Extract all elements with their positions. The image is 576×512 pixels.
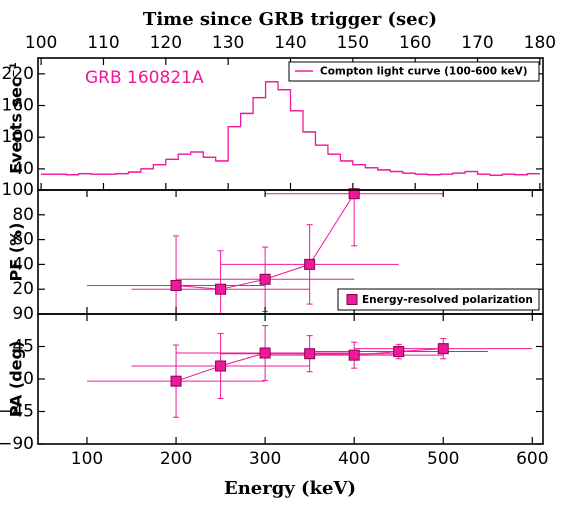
x-tick-label: 200 — [160, 449, 192, 469]
top-tick-label: 140 — [274, 33, 306, 53]
y-tick-label: −90 — [0, 434, 34, 454]
top-tick-label: 100 — [25, 33, 57, 53]
legend-box — [337, 288, 540, 311]
y-tick-label: 80 — [12, 205, 34, 225]
marker — [348, 188, 360, 200]
y-tick-label: 160 — [2, 96, 34, 116]
panel — [86, 325, 533, 418]
marker — [170, 279, 182, 291]
legend-label: Compton light curve (100-600 keV) — [320, 66, 528, 78]
marker — [215, 360, 227, 372]
y-axis-label: Events sec⁻¹ — [7, 62, 26, 174]
top-tick-label: 150 — [337, 33, 369, 53]
y-tick-label: 0 — [23, 369, 34, 389]
marker — [393, 346, 405, 358]
y-tick-label: 40 — [12, 254, 34, 274]
y-tick-label: 100 — [2, 180, 34, 200]
marker — [437, 343, 449, 355]
top-tick-label: 160 — [399, 33, 431, 53]
top-tick-label: 130 — [212, 33, 244, 53]
y-tick-label: 90 — [12, 304, 34, 324]
marker — [348, 349, 360, 361]
top-tick-label: 110 — [87, 33, 119, 53]
y-tick-label: 40 — [12, 159, 34, 179]
legend-label: Energy-resolved polarization — [362, 294, 533, 306]
x-tick-label: 300 — [249, 449, 281, 469]
marker — [170, 375, 182, 387]
y-axis-label: PF (%) — [7, 223, 26, 282]
legend-swatch — [346, 294, 358, 305]
y-tick-label: 100 — [2, 127, 34, 147]
x-axis-label: Energy (keV) — [224, 478, 356, 499]
y-tick-label: 20 — [12, 279, 34, 299]
y-axis-label: PA (deg) — [7, 341, 26, 418]
y-tick-label: 220 — [2, 64, 34, 84]
top-axis-label: Time since GRB trigger (sec) — [143, 9, 437, 30]
y-tick-label: 60 — [12, 230, 34, 250]
panel — [41, 81, 540, 176]
step-connector — [41, 81, 540, 176]
marker — [304, 258, 316, 270]
marker — [215, 283, 227, 295]
legend-box — [288, 61, 540, 82]
top-tick-label: 170 — [461, 33, 493, 53]
marker — [259, 347, 271, 359]
x-tick-label: 600 — [516, 449, 548, 469]
top-tick-label: 180 — [524, 33, 556, 53]
annotation: GRB 160821A — [85, 68, 204, 88]
y-tick-label: 45 — [12, 337, 34, 357]
x-tick-label: 100 — [71, 449, 103, 469]
top-tick-label: 120 — [150, 33, 182, 53]
x-tick-label: 400 — [338, 449, 370, 469]
marker — [304, 348, 316, 360]
panel-frame — [37, 313, 544, 445]
marker — [259, 273, 271, 285]
x-tick-label: 500 — [427, 449, 459, 469]
y-tick-label: −45 — [0, 402, 34, 422]
